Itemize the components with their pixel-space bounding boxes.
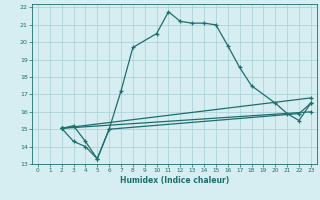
X-axis label: Humidex (Indice chaleur): Humidex (Indice chaleur) <box>120 176 229 185</box>
